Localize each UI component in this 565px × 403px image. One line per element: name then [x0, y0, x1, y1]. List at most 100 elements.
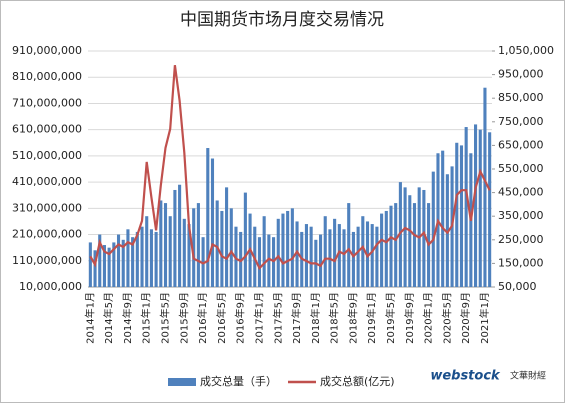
y-tick-label: 10,000,000 — [19, 280, 82, 293]
x-tick-label: 2017年9月 — [290, 292, 303, 344]
bar — [192, 208, 196, 287]
x-tick-label: 2018年9月 — [346, 292, 359, 344]
bar — [304, 224, 308, 287]
y-tick-label: 110,000,000 — [12, 254, 82, 267]
x-tick-label: 2019年9月 — [403, 292, 416, 344]
bar — [187, 224, 191, 287]
x-tick-label: 2017年1月 — [252, 292, 265, 344]
y-tick-label: 410,000,000 — [12, 175, 82, 188]
x-tick-label: 2018年5月 — [328, 292, 341, 344]
x-tick-label: 2021年1月 — [478, 292, 491, 344]
bar — [149, 229, 153, 287]
bar — [380, 213, 384, 287]
y2-tick-label: 750,000 — [498, 115, 544, 128]
bar — [323, 216, 327, 287]
x-tick-label: 2016年5月 — [215, 292, 228, 344]
bar — [375, 226, 379, 287]
bar — [281, 213, 285, 287]
bar — [140, 226, 144, 287]
bar — [178, 184, 182, 287]
y2-tick-label: 450,000 — [498, 186, 544, 199]
bar — [257, 237, 262, 287]
x-tick-label: 2020年5月 — [440, 292, 453, 344]
bar — [370, 224, 374, 287]
x-tick-label: 2018年1月 — [309, 292, 322, 344]
bar — [131, 237, 135, 287]
bar — [408, 195, 412, 287]
x-tick-label: 2014年9月 — [121, 292, 134, 344]
y-tick-label: 910,000,000 — [12, 44, 82, 57]
bar — [107, 247, 111, 287]
bar — [163, 203, 168, 287]
y2-tick-label: 350,000 — [498, 209, 544, 222]
bar — [225, 187, 229, 287]
bar — [126, 229, 130, 287]
x-tick-label: 2014年5月 — [102, 292, 115, 344]
bar — [483, 87, 487, 287]
x-tick-label: 2020年1月 — [422, 292, 435, 344]
bar — [262, 216, 266, 287]
bar — [403, 187, 407, 287]
bar — [356, 226, 360, 287]
bar — [88, 242, 92, 287]
bar — [267, 234, 271, 287]
y2-tick-label: 50,000 — [498, 280, 537, 293]
bar — [455, 142, 459, 287]
y2-tick-label: 550,000 — [498, 162, 544, 175]
x-tick-label: 2019年1月 — [365, 292, 378, 344]
bar — [173, 189, 177, 287]
bar — [215, 200, 219, 287]
y2-tick-label: 250,000 — [498, 233, 544, 246]
y2-tick-label: 950,000 — [498, 68, 544, 81]
bar — [206, 148, 210, 287]
bar — [389, 205, 393, 287]
bar — [361, 216, 365, 287]
x-tick-label: 2015年1月 — [140, 292, 153, 344]
bar — [112, 242, 116, 287]
bar — [102, 245, 106, 287]
bar — [478, 129, 482, 287]
bar — [220, 210, 224, 287]
bar — [318, 234, 323, 287]
x-tick-label: 2014年1月 — [83, 292, 96, 344]
x-tick-label: 2016年1月 — [196, 292, 209, 344]
bar — [445, 174, 449, 287]
bar — [474, 124, 478, 287]
x-tick-label: 2015年5月 — [159, 292, 172, 344]
bar — [201, 237, 205, 287]
bar — [431, 171, 435, 287]
bar — [412, 203, 417, 287]
y-tick-label: 810,000,000 — [12, 70, 82, 83]
x-tick-label: 2016年9月 — [234, 292, 247, 344]
bar — [351, 231, 355, 287]
bar — [243, 192, 247, 287]
y-tick-label: 310,000,000 — [12, 201, 82, 214]
bar — [441, 150, 445, 287]
bar — [98, 234, 102, 287]
line — [89, 65, 491, 270]
bar — [295, 221, 299, 287]
y2-tick-label: 1,050,000 — [498, 44, 554, 57]
bar — [196, 203, 200, 287]
bar — [309, 226, 313, 287]
legend-label: 成交总量（手） — [200, 374, 277, 388]
bar — [210, 158, 215, 287]
bar — [384, 210, 388, 287]
y-tick-label: 210,000,000 — [12, 228, 82, 241]
bar — [464, 127, 468, 288]
watermark: webstock — [430, 369, 501, 384]
bar — [168, 216, 172, 287]
y2-tick-label: 650,000 — [498, 138, 544, 151]
bar — [459, 145, 464, 287]
bar — [347, 203, 351, 287]
bar — [488, 132, 492, 287]
bar — [159, 200, 163, 287]
bar — [116, 234, 121, 287]
bar — [93, 250, 97, 287]
y-tick-label: 610,000,000 — [12, 123, 82, 136]
bar — [342, 229, 346, 287]
bar — [182, 218, 186, 287]
bar — [239, 231, 243, 287]
bar — [145, 216, 149, 287]
bar — [286, 210, 290, 287]
